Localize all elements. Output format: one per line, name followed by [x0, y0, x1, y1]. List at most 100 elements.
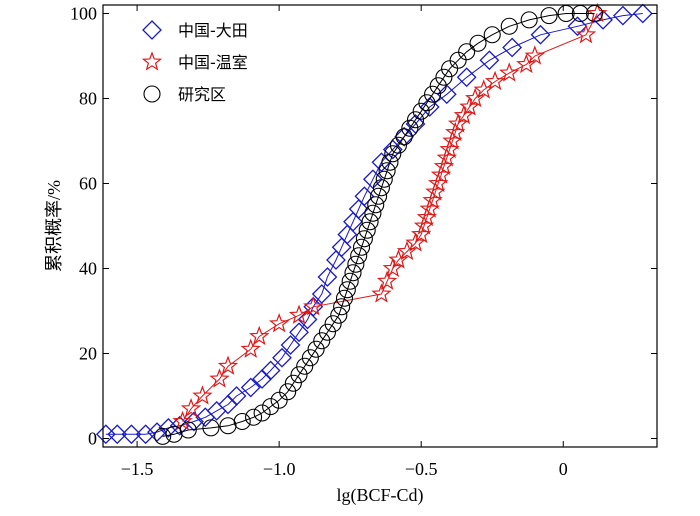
data-point	[412, 102, 430, 120]
data-point	[459, 96, 480, 116]
data-point	[326, 250, 346, 270]
legend-label: 中国-温室	[178, 53, 248, 72]
data-point	[179, 421, 197, 439]
data-point	[240, 338, 261, 358]
data-point	[303, 296, 324, 316]
data-point	[297, 309, 318, 330]
data-point	[343, 211, 363, 232]
data-point	[135, 424, 156, 445]
data-point	[218, 394, 238, 415]
legend-label: 中国-大田	[178, 21, 248, 40]
x-axis-title: lg(BCF-Cd)	[336, 485, 423, 506]
y-tick-label: 0	[88, 429, 97, 449]
plot-series	[95, 2, 653, 445]
data-point	[288, 304, 310, 324]
data-point	[540, 7, 558, 25]
data-point	[483, 26, 501, 44]
data-point	[358, 221, 376, 239]
data-point	[469, 34, 487, 52]
data-point	[575, 24, 597, 44]
data-point	[381, 153, 399, 171]
x-tick-label: −0.5	[405, 459, 438, 479]
data-point	[378, 162, 396, 180]
x-tick-label: 0	[559, 459, 568, 479]
data-point	[354, 186, 375, 207]
data-point	[296, 357, 314, 375]
data-point	[301, 349, 319, 367]
data-point	[226, 386, 247, 406]
data-point	[260, 360, 281, 381]
data-point	[364, 204, 382, 222]
data-point	[338, 281, 356, 299]
data-point	[284, 374, 302, 392]
data-point	[530, 24, 551, 45]
data-point	[456, 67, 477, 88]
data-point	[180, 398, 202, 418]
data-point	[262, 398, 280, 416]
data-point	[612, 5, 633, 26]
data-point	[406, 111, 425, 129]
data-point	[435, 68, 453, 86]
data-point	[252, 369, 273, 389]
data-point	[317, 267, 338, 287]
data-point	[335, 289, 354, 307]
data-point	[280, 335, 301, 355]
data-point	[209, 368, 230, 388]
data-point	[405, 114, 426, 134]
data-point	[341, 272, 359, 290]
data-point	[245, 408, 263, 426]
y-tick-label: 20	[79, 344, 97, 364]
data-point	[202, 419, 220, 437]
series-line	[105, 13, 643, 435]
data-point	[382, 257, 403, 278]
data-point	[307, 340, 325, 358]
data-point	[337, 224, 358, 245]
data-point	[347, 255, 365, 273]
data-point	[313, 332, 331, 350]
data-point	[375, 170, 393, 188]
data-point	[361, 213, 379, 231]
data-point	[436, 84, 457, 105]
data-point	[318, 323, 336, 341]
data-point	[424, 85, 442, 103]
data-point	[395, 128, 413, 146]
data-point	[453, 104, 474, 125]
legend-marker	[143, 85, 161, 103]
data-point	[240, 377, 261, 398]
data-point	[154, 427, 172, 445]
y-tick-label: 60	[79, 174, 97, 194]
data-point	[370, 187, 388, 205]
data-point	[382, 139, 403, 160]
data-point	[484, 70, 506, 91]
data-point	[587, 2, 608, 23]
data-point	[502, 37, 523, 58]
data-point	[324, 315, 342, 333]
data-point	[352, 238, 371, 256]
data-point	[121, 424, 142, 445]
data-point	[330, 306, 348, 324]
data-point	[233, 412, 251, 431]
legend-marker	[141, 51, 163, 71]
data-point	[289, 322, 309, 343]
data-point	[418, 94, 436, 112]
y-tick-label: 40	[79, 259, 97, 279]
data-point	[394, 126, 415, 147]
data-point	[632, 3, 653, 24]
data-point	[499, 62, 520, 82]
y-axis-title: 累积概率/%	[44, 180, 64, 272]
y-axis: 0 20 40 60 80 100	[70, 4, 657, 449]
plot-frame	[102, 4, 658, 448]
data-point	[331, 237, 352, 258]
data-point	[311, 284, 332, 304]
data-point	[344, 264, 362, 282]
data-point	[268, 313, 290, 333]
data-point	[348, 199, 369, 219]
data-point	[158, 417, 179, 438]
data-point	[447, 113, 469, 133]
data-point	[429, 77, 447, 95]
data-point	[172, 410, 193, 431]
data-point	[279, 383, 297, 401]
legend-item: 中国-温室	[141, 51, 248, 72]
series-3	[154, 4, 604, 445]
